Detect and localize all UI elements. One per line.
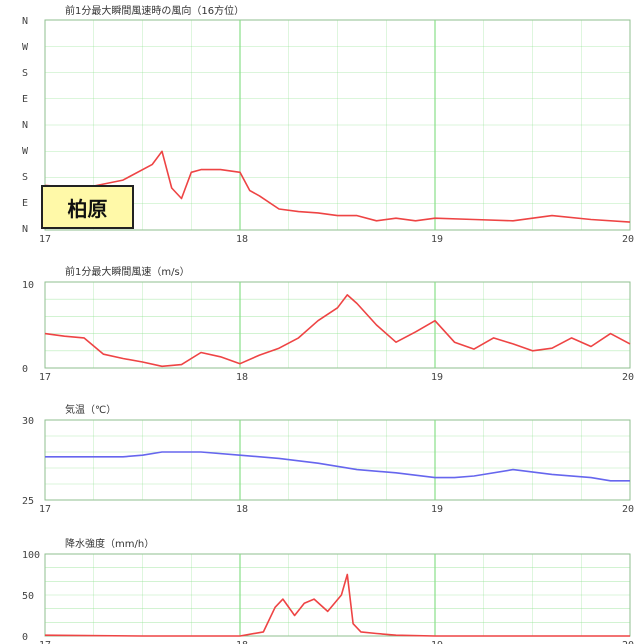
x-tick-label: 19: [431, 372, 443, 383]
x-tick-label: 17: [39, 504, 51, 515]
y-tick-label: N: [22, 120, 28, 131]
red-series-line: [44, 294, 631, 368]
x-tick-label: 20: [622, 640, 634, 644]
x-tick-label: 18: [236, 640, 248, 644]
x-tick-label: 17: [39, 640, 51, 644]
y-tick-label: N: [22, 16, 28, 27]
x-tick-label: 17: [39, 372, 51, 383]
x-tick-label: 20: [622, 372, 634, 383]
panel-title: 降水強度（mm/h）: [65, 537, 154, 550]
red-series-line: [44, 150, 631, 223]
x-tick-label: 19: [431, 234, 443, 245]
station-label: 柏原: [41, 185, 134, 229]
x-tick-label: 19: [431, 640, 443, 644]
red-series-line: [44, 573, 630, 637]
y-tick-label: E: [22, 198, 28, 209]
x-tick-label: 18: [236, 504, 248, 515]
y-tick-label: E: [22, 94, 28, 105]
blue-series-line: [45, 451, 630, 482]
y-tick-label: 100: [22, 550, 40, 561]
y-tick-label: 30: [22, 416, 34, 427]
x-tick-label: 19: [431, 504, 443, 515]
x-tick-label: 18: [236, 234, 248, 245]
y-tick-label: 0: [22, 364, 28, 375]
panel-title: 気温（℃）: [65, 403, 116, 416]
x-tick-label: 20: [622, 234, 634, 245]
y-tick-label: 50: [22, 591, 34, 602]
x-tick-label: 17: [39, 234, 51, 245]
y-tick-label: S: [22, 68, 28, 79]
y-tick-label: W: [22, 146, 29, 157]
y-tick-label: S: [22, 172, 28, 183]
header-strip: [0, 0, 635, 5]
x-tick-label: 20: [622, 504, 634, 515]
y-tick-label: 0: [22, 632, 28, 643]
y-tick-label: 25: [22, 496, 34, 507]
x-tick-label: 18: [236, 372, 248, 383]
y-tick-label: 10: [22, 280, 34, 291]
panel-title: 前1分最大瞬間風速（m/s）: [65, 265, 190, 278]
panel-title: 前1分最大瞬間風速時の風向（16方位）: [65, 4, 244, 17]
y-tick-label: W: [22, 42, 29, 53]
y-tick-label: N: [22, 224, 28, 235]
